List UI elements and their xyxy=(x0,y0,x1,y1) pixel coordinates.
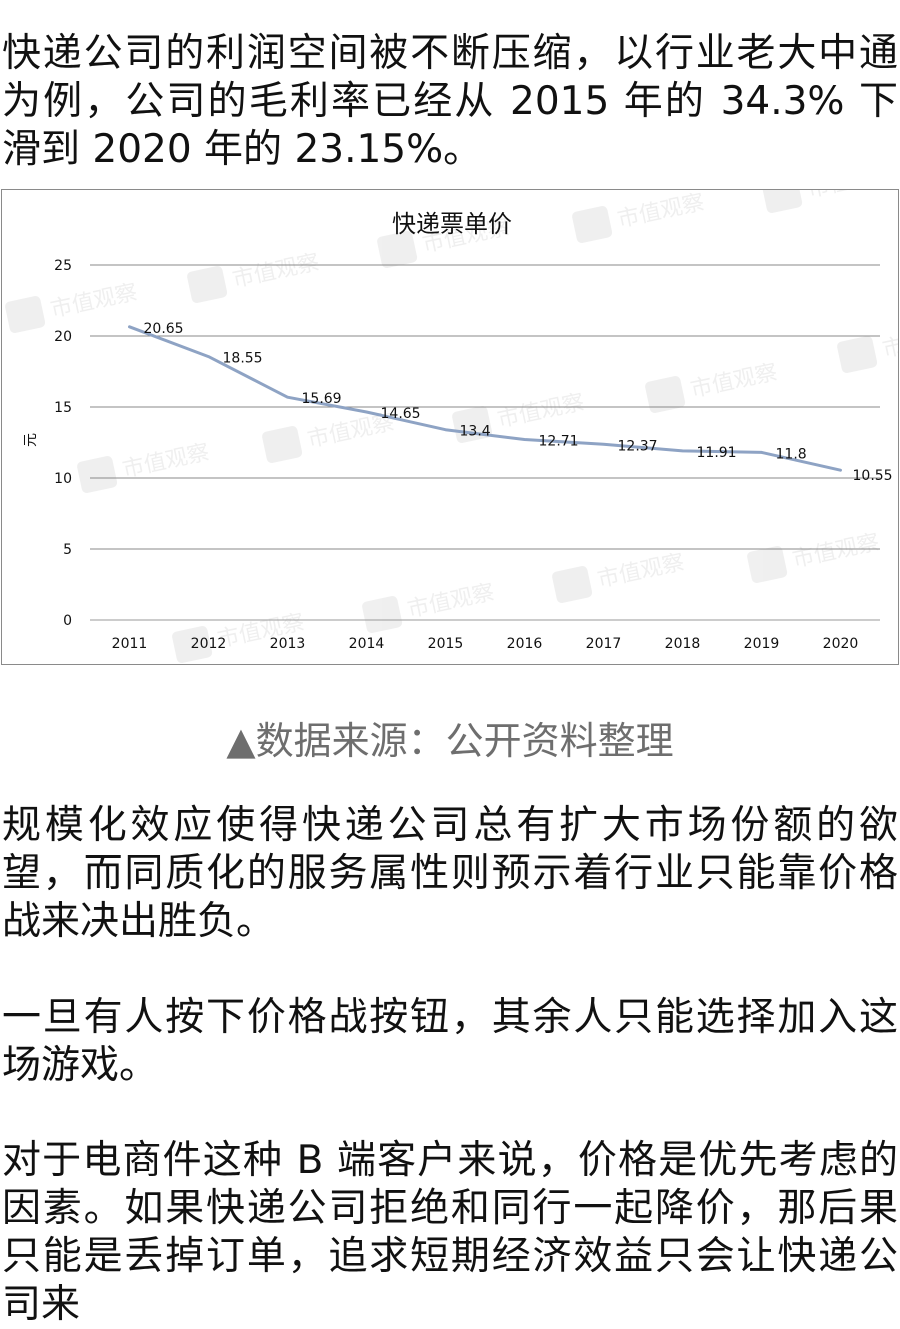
x-tick-label: 2014 xyxy=(349,636,385,652)
y-axis-label: 元 xyxy=(23,433,39,447)
data-label: 12.37 xyxy=(618,438,658,454)
watermark-8: 市值观察 xyxy=(77,440,212,493)
data-label: 13.4 xyxy=(460,424,491,440)
watermark-5: 市值观察 xyxy=(645,360,780,413)
data-label: 14.65 xyxy=(381,406,421,422)
watermark-9: 市值观察 xyxy=(837,320,898,373)
x-tick-label: 2015 xyxy=(428,636,464,652)
svg-text:市值观察: 市值观察 xyxy=(495,390,586,433)
x-tick-label: 2019 xyxy=(744,636,780,652)
price-chart: 市值观察 市值观察 市值观察 市值观察 市值观察 市值观察 市值观察 市值观察 市值观察 市值观察… xyxy=(1,189,899,665)
series-layer xyxy=(128,325,842,472)
x-tick-label: 2011 xyxy=(112,636,148,652)
svg-text:市值观察: 市值观察 xyxy=(120,440,211,483)
svg-text:市值观察: 市值观察 xyxy=(48,280,139,323)
watermark-11: 市值观察 xyxy=(552,550,687,603)
data-label: 18.55 xyxy=(223,351,263,367)
watermark-0: 市值观察 xyxy=(187,250,322,303)
data-label: 15.69 xyxy=(302,391,342,407)
chart-title: 快递票单价 xyxy=(392,210,512,238)
x-tick-label: 2016 xyxy=(507,636,543,652)
watermark-10: 市值观察 xyxy=(747,530,882,583)
watermark-layer: 市值观察市值观察市值观察市值观察市值观察市值观察市值观察市值观察市值观察市值观察… xyxy=(5,190,898,663)
x-tick-label: 2020 xyxy=(823,636,859,652)
svg-text:市值观察: 市值观察 xyxy=(615,190,706,233)
watermark-12: 市值观察 xyxy=(362,580,497,633)
svg-text:市值观察: 市值观察 xyxy=(405,580,496,623)
watermark-4: 市值观察 xyxy=(5,280,140,333)
x-tick-label: 2012 xyxy=(191,636,227,652)
paragraph-scale-effect: 规模化效应使得快递公司总有扩大市场份额的欲望，而同质化的服务属性则预示着行业只能… xyxy=(2,803,898,944)
chart-svg: 市值观察市值观察市值观察市值观察市值观察市值观察市值观察市值观察市值观察市值观察… xyxy=(5,190,898,663)
svg-text:市值观察: 市值观察 xyxy=(805,190,896,203)
watermark-13: 市值观察 xyxy=(172,610,307,663)
y-tick-label: 20 xyxy=(54,329,72,345)
chart-caption: ▲数据来源：公开资料整理 xyxy=(226,719,674,763)
y-tick-labels: 0 5 10 15 20 25 xyxy=(54,258,72,629)
grid-lines xyxy=(90,264,880,621)
series-line-0 xyxy=(128,325,842,472)
y-tick-label: 0 xyxy=(63,613,72,629)
data-label: 20.65 xyxy=(144,321,184,337)
x-tick-label: 2017 xyxy=(586,636,622,652)
paragraph-price-war: 一旦有人按下价格战按钮，其余人只能选择加入这场游戏。 xyxy=(2,995,898,1088)
svg-text:市值观察: 市值观察 xyxy=(688,360,779,403)
watermark-3: 市值观察 xyxy=(762,190,897,213)
y-tick-label: 5 xyxy=(63,542,72,558)
data-label: 10.55 xyxy=(853,468,893,484)
y-tick-label: 10 xyxy=(54,471,72,487)
x-tick-label: 2018 xyxy=(665,636,701,652)
data-labels: 20.65 18.55 15.69 14.65 13.4 12.71 12.37 11.91 1… xyxy=(144,321,893,484)
x-tick-labels: 2011 2012 2013 2014 2015 2016 2017 2018 2019 2020 xyxy=(112,636,859,652)
svg-text:市值观察: 市值观察 xyxy=(230,250,321,293)
data-label: 11.91 xyxy=(697,445,737,461)
y-tick-label: 25 xyxy=(54,258,72,274)
svg-text:市值观察: 市值观察 xyxy=(880,320,898,363)
watermark-2: 市值观察 xyxy=(572,190,707,243)
y-tick-label: 15 xyxy=(54,400,72,416)
svg-text:市值观察: 市值观察 xyxy=(790,530,881,573)
svg-text:市值观察: 市值观察 xyxy=(595,550,686,593)
paragraph-b-end-clients: 对于电商件这种 B 端客户来说，价格是优先考虑的因素。如果快递公司拒绝和同行一起… xyxy=(2,1138,898,1327)
paragraph-gross-margin: 快递公司的利润空间被不断压缩，以行业老大中通为例，公司的毛利率已经从 2015 … xyxy=(2,31,898,172)
x-tick-label: 2013 xyxy=(270,636,306,652)
data-label: 11.8 xyxy=(776,446,807,462)
data-label: 12.71 xyxy=(539,434,579,450)
